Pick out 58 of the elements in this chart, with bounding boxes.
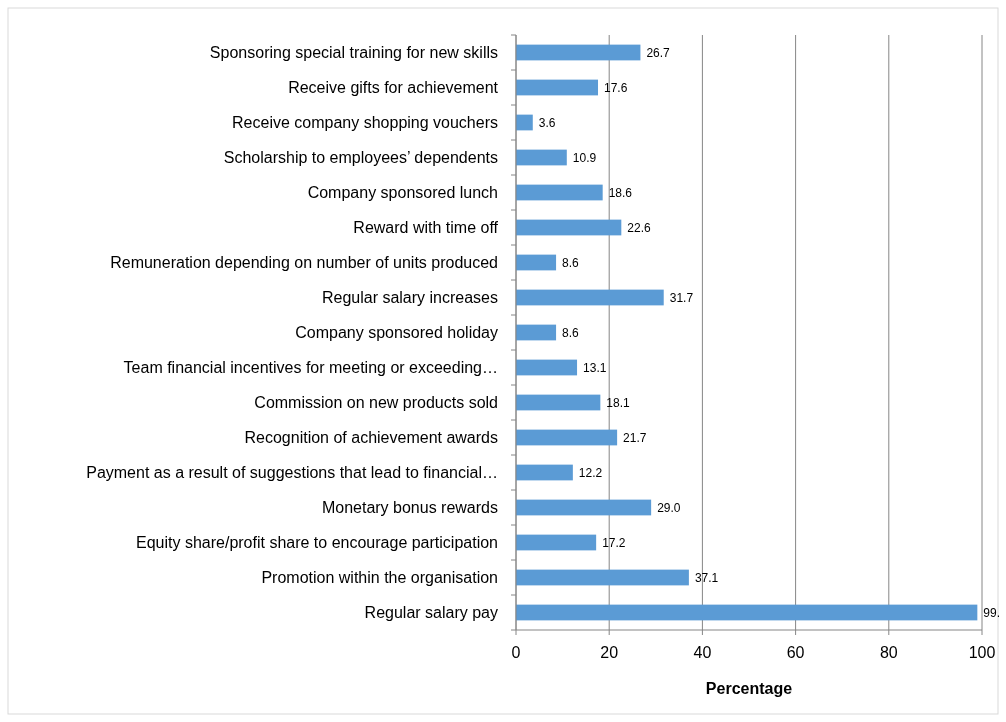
y-tick-label: Monetary bonus rewards [321,499,498,517]
bar [516,324,557,341]
bar [516,79,599,96]
data-label: 18.6 [608,185,633,200]
bar [516,289,664,306]
bar [516,499,652,516]
y-tick-label: Remuneration depending on number of units produced [110,254,498,272]
y-tick-label: Receive gifts for achievement [288,79,499,97]
bar [516,44,641,61]
y-tick-label: Promotion within the organisation [261,569,498,587]
y-tick-label: Commission on new products sold [254,394,498,412]
bar [516,394,601,411]
data-label: 12.2 [578,465,603,480]
x-tick-label: 0 [511,644,521,661]
data-label: 13.1 [583,360,607,375]
y-tick-label: Regular salary pay [364,604,498,622]
y-tick-label: Receive company shopping vouchers [232,114,498,132]
data-label: 17.6 [604,80,628,95]
data-label: 22.6 [627,220,651,235]
bar [516,254,557,271]
data-label: 21.7 [623,430,647,445]
data-label: 18.1 [606,395,631,410]
x-tick-label: 80 [879,644,898,661]
y-tick-label: Reward with time off [353,219,499,237]
bar [516,429,618,446]
data-label: 99. [983,605,1001,620]
data-label: 26.7 [646,45,671,60]
bar [516,219,622,236]
x-tick-label: 20 [600,644,619,661]
y-tick-label: Sponsoring special training for new skills [209,44,498,62]
bar [516,184,603,201]
y-tick-label: Regular salary increases [321,289,498,307]
y-tick-label: Team financial incentives for meeting or exceeding… [123,359,498,377]
x-tick-label: 100 [968,644,996,661]
data-label: 8.6 [562,255,580,270]
data-label: 29.0 [657,500,681,515]
bar [516,114,533,131]
y-tick-label: Company sponsored holiday [295,324,498,342]
bar [516,359,578,376]
bar [516,149,567,166]
x-tick-label: 60 [786,644,805,661]
bar [516,604,978,621]
y-tick-label: Company sponsored lunch [307,184,498,202]
y-tick-label: Equity share/profit share to encourage participation [136,534,498,552]
data-label: 10.9 [572,150,597,165]
data-label: 31.7 [669,290,694,305]
y-tick-label: Recognition of achievement awards [244,429,498,447]
data-label: 3.6 [538,115,556,130]
data-label: 8.6 [562,325,580,340]
bar [516,534,597,551]
bar [516,464,573,481]
data-label: 37.1 [694,570,719,585]
y-tick-label: Payment as a result of suggestions that lead to financial… [86,464,498,482]
x-axis-title: Percentage [705,680,793,697]
x-tick-label: 40 [693,644,712,661]
y-tick-label: Scholarship to employees’ dependents [223,149,498,167]
bar [516,569,689,586]
data-label: 17.2 [602,535,626,550]
